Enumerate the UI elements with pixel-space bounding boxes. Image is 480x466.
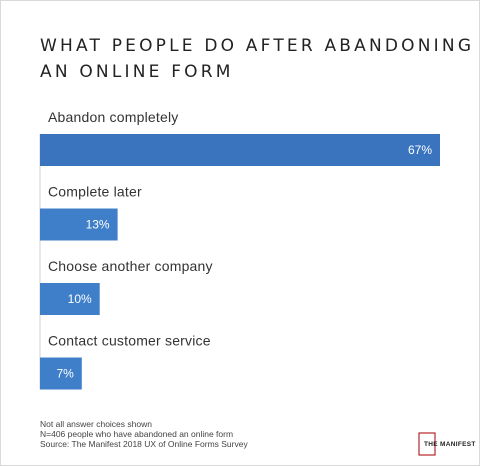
chart-title-line-2: AN ONLINE FORM bbox=[40, 62, 234, 82]
plot-area: Abandon completely 67% Complete later 13% Ch… bbox=[39, 109, 440, 390]
category-label-choose-another-company: Choose another company bbox=[48, 258, 213, 274]
bar-choose-another-company bbox=[40, 283, 100, 315]
category-label-abandon-completely: Abandon completely bbox=[48, 109, 178, 125]
value-label-choose-another-company: 10% bbox=[68, 292, 92, 306]
bar-abandon-completely bbox=[40, 134, 440, 166]
logo-text: THE MANIFEST bbox=[424, 441, 476, 448]
note-source: Source: The Manifest 2018 UX of Online F… bbox=[40, 439, 248, 449]
value-label-contact-customer-service: 7% bbox=[56, 367, 74, 381]
note-sample-size: N=406 people who have abandoned an onlin… bbox=[40, 429, 233, 439]
bar-contact-customer-service bbox=[40, 357, 82, 390]
bar-complete-later bbox=[40, 208, 118, 241]
note-answer-choices: Not all answer choices shown bbox=[40, 419, 152, 429]
manifest-logo: THE MANIFEST bbox=[418, 432, 476, 456]
category-label-complete-later: Complete later bbox=[48, 184, 142, 200]
value-label-abandon-completely: 67% bbox=[408, 143, 432, 157]
logo-box-mark bbox=[418, 432, 436, 456]
value-label-complete-later: 13% bbox=[86, 218, 110, 232]
chart-title-line-1: WHAT PEOPLE DO AFTER ABANDONING bbox=[40, 36, 474, 56]
category-label-contact-customer-service: Contact customer service bbox=[48, 333, 211, 349]
